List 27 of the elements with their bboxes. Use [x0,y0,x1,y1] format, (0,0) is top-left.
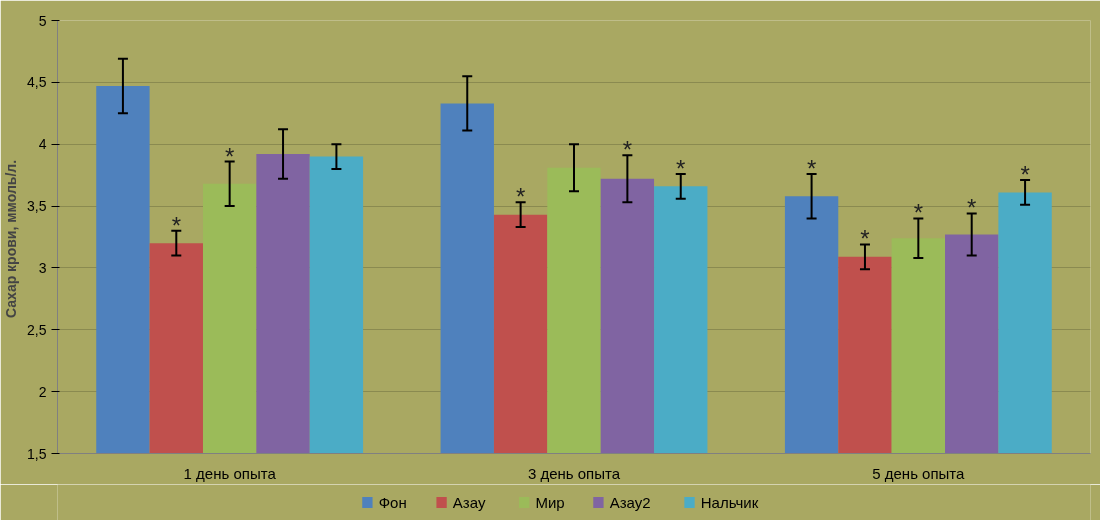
y-tick-label: 4 [38,136,47,153]
y-tick-label: 3,5 [27,198,47,215]
data-label: * [622,136,633,164]
data-label: * [225,142,235,170]
data-label: * [860,225,870,253]
legend-label: Азау2 [609,494,651,511]
legend-label: Мир [535,494,565,511]
data-label: * [171,211,181,239]
legend-label: Нальчик [700,494,759,511]
data-label: * [913,199,924,227]
legend-label: Фон [378,494,407,511]
x-tick-label: 5 день опыта [872,464,966,482]
data-label: * [967,194,977,222]
y-tick-label: 3 [38,259,47,276]
x-tick-label: 3 день опыта [527,464,621,482]
legend-label: Азау [452,494,486,511]
data-label: * [676,154,686,182]
y-tick-label: 1,5 [27,445,47,462]
y-tick-label: 2 [38,383,47,400]
x-tick-label: 1 день опыта [183,464,277,482]
data-label: * [515,183,526,211]
y-tick-label: 4,5 [27,74,47,91]
data-label: * [1020,161,1030,189]
y-tick-label: 5 [38,12,47,29]
y-tick-label: 2,5 [27,321,47,338]
data-label: * [806,154,817,182]
y-axis-title: Сахар крови, ммоль/л. [3,159,20,318]
